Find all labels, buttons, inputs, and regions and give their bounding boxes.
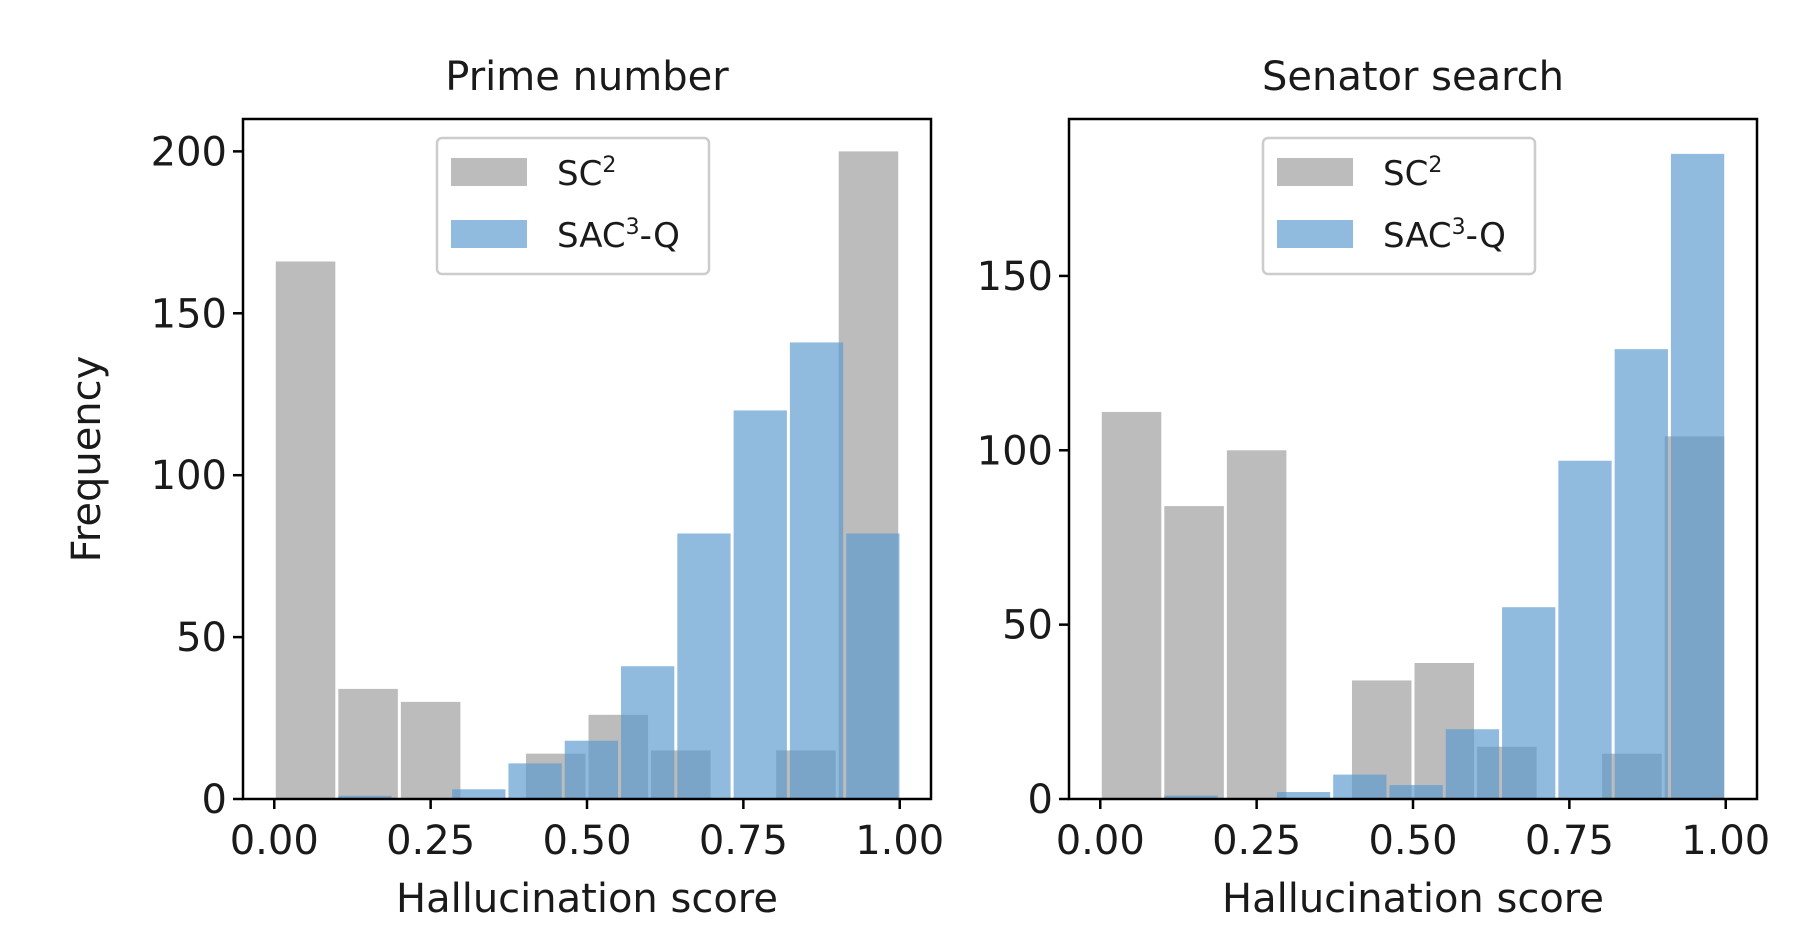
- legend-label: SAC3-Q: [557, 215, 680, 256]
- bar: [677, 533, 731, 799]
- bar: [1226, 450, 1287, 799]
- x-tick-label: 0.00: [230, 818, 319, 864]
- x-tick-label: 1.00: [1681, 818, 1770, 864]
- x-tick-label: 0.75: [699, 818, 788, 864]
- bar: [1670, 153, 1725, 799]
- y-tick-label: 0: [1028, 777, 1053, 823]
- y-axis-label: Frequency: [64, 356, 110, 563]
- y-tick-label: 50: [1002, 603, 1053, 649]
- y-tick-label: 0: [202, 777, 227, 823]
- legend-swatch: [1277, 158, 1353, 186]
- bar: [1558, 460, 1612, 799]
- x-tick-label: 0.25: [1212, 818, 1301, 864]
- x-axis-label: Hallucination score: [396, 876, 778, 922]
- x-tick-label: 0.50: [542, 818, 631, 864]
- chart-title: Senator search: [1262, 54, 1564, 100]
- y-tick-label: 100: [151, 453, 227, 499]
- legend-swatch: [1277, 220, 1353, 248]
- legend-label: SC2: [557, 153, 616, 194]
- chart-panel-2: 0.00 0.25 0.50 0.75 1.00 0 50 100 150 Senator sea…: [977, 54, 1771, 922]
- bar: [789, 342, 844, 799]
- bar: [1502, 607, 1556, 799]
- y-tick-label: 100: [977, 428, 1053, 474]
- bar: [1164, 795, 1218, 799]
- bar: [1614, 349, 1668, 799]
- bar: [1101, 411, 1162, 799]
- bar: [508, 763, 562, 799]
- x-tick-label: 0.50: [1368, 818, 1457, 864]
- legend: SC2 SAC3-Q: [1261, 136, 1537, 276]
- bar: [452, 789, 506, 799]
- y-tick-label: 150: [977, 254, 1053, 300]
- bar: [1389, 785, 1443, 799]
- legend-label: SC2: [1383, 153, 1442, 194]
- y-tick-label: 200: [151, 129, 227, 175]
- bar: [1276, 792, 1331, 799]
- legend-swatch: [451, 220, 527, 248]
- bar: [846, 533, 900, 799]
- bar: [621, 666, 675, 799]
- bar: [1164, 506, 1224, 799]
- chart-title: Prime number: [445, 54, 729, 100]
- y-tick-label: 150: [151, 291, 227, 337]
- chart-panel-1: 0.00 0.25 0.50 0.75 1.00 0 50 100 150 200 Prime nu…: [64, 54, 944, 922]
- bar: [733, 410, 787, 799]
- x-axis-label: Hallucination score: [1222, 876, 1604, 922]
- x-tick-label: 1.00: [855, 818, 944, 864]
- x-tick-label: 0.25: [386, 818, 475, 864]
- bar: [1333, 774, 1387, 799]
- series-2-bars: [338, 342, 900, 799]
- x-tick-label: 0.75: [1525, 818, 1614, 864]
- legend-label: SAC3-Q: [1383, 215, 1506, 256]
- legend-swatch: [451, 158, 527, 186]
- bar: [400, 701, 461, 799]
- x-tick-label: 0.00: [1056, 818, 1145, 864]
- bar: [275, 261, 336, 799]
- bar: [564, 740, 619, 799]
- series-2-bars: [1164, 153, 1725, 799]
- y-tick-label: 50: [176, 615, 227, 661]
- bar: [1445, 729, 1500, 799]
- legend: SC2 SAC3-Q: [435, 136, 711, 276]
- bar: [338, 795, 392, 799]
- bar: [338, 688, 398, 799]
